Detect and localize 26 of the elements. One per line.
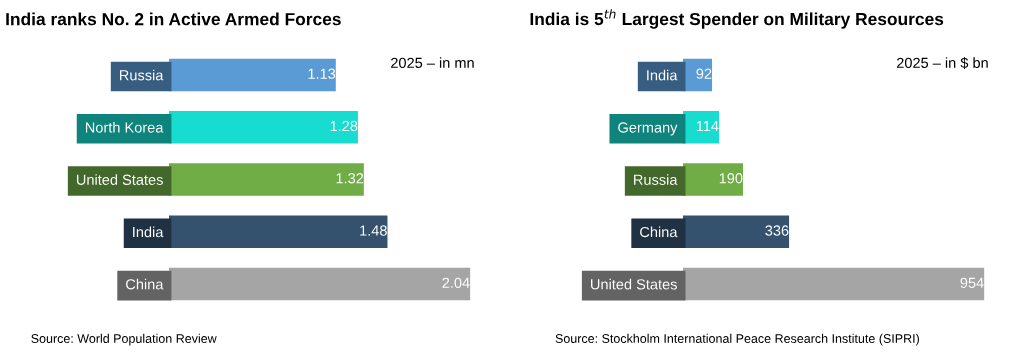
data-label: 1.32 [336,173,364,184]
y-tick-label: India [647,69,678,81]
y-tick-label: United States [591,278,677,290]
data-label: 1.48 [360,225,387,236]
data-label: 190 [719,173,743,184]
y-tick-label: China [126,278,164,290]
data-label: 1.13 [308,68,336,79]
y-tick-label: China [640,226,678,238]
data-label: 336 [765,225,789,236]
data-label: 2.04 [442,277,470,288]
data-label: 954 [960,277,984,288]
y-tick-label: United States [76,174,163,185]
annotation: 2025 – in mn [391,57,474,69]
annotation: 2025 – in $ bn [896,57,988,69]
source-note: Source: World Population Review [31,333,217,346]
source-note: Source: Stockholm International Peace Research Institute (SIPRI) [555,333,919,346]
y-tick-label: Germany [618,122,678,136]
data-label: 92 [696,68,712,79]
chart-title: India ranks No. 2 in Active Armed Forces [6,12,341,26]
y-tick-label: Russia [120,69,164,81]
data-label: 114 [696,120,719,131]
data-label: 1.28 [330,120,358,132]
y-tick-label: India [133,226,164,238]
y-tick-label: Russia [634,174,678,185]
chart-title: India is 5$^{th}$ Largest Spender on Military Resources [530,9,944,29]
y-tick-label: North Korea [85,121,164,133]
